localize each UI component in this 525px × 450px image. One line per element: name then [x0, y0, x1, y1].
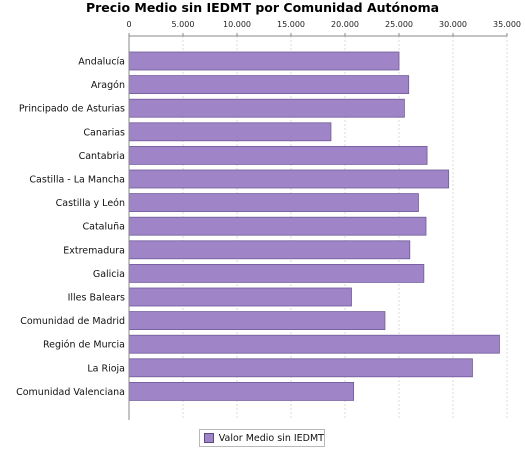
category-label: Galicia — [93, 269, 125, 280]
tick-label: 10.000 — [223, 20, 251, 29]
bar — [128, 51, 400, 71]
legend: Valor Medio sin IEDMT — [199, 429, 325, 447]
tick-label: 30.000 — [439, 20, 467, 29]
category-label: Principado de Asturias — [19, 104, 125, 115]
category-label: Illes Balears — [68, 293, 125, 304]
bar — [128, 122, 332, 142]
category-label: Extremadura — [63, 245, 125, 256]
legend-label: Valor Medio sin IEDMT — [218, 432, 324, 444]
category-label: Cantabria — [79, 151, 125, 162]
category-label: Castilla y León — [56, 198, 125, 209]
bar — [128, 311, 386, 331]
category-labels: Andalucía Aragón Principado de Asturias Can… — [16, 57, 125, 398]
chart-title: Precio Medio sin IEDMT por Comunidad Aut… — [85, 0, 440, 15]
category-label: Comunidad de Madrid — [20, 316, 125, 327]
tick-label: 25.000 — [385, 20, 413, 29]
bars — [128, 51, 500, 401]
bar — [128, 334, 500, 354]
tick-label: 0 — [126, 20, 131, 29]
bar — [128, 381, 355, 401]
bar — [128, 240, 411, 260]
category-label: La Rioja — [87, 363, 125, 374]
category-label: Andalucía — [78, 57, 125, 68]
tick-label: 20.000 — [331, 20, 359, 29]
bar — [128, 193, 419, 213]
category-label: Cataluña — [82, 222, 125, 233]
category-label: Comunidad Valenciana — [16, 387, 125, 398]
tick-label: 15.000 — [277, 20, 305, 29]
category-label: Castilla - La Mancha — [29, 175, 125, 186]
tick-label: 35.000 — [493, 20, 521, 29]
bar — [128, 75, 410, 94]
bar — [128, 263, 425, 283]
x-axis-ticks: 0 5.000 10.000 15.000 20.000 25.000 30.000 35.0… — [126, 20, 521, 36]
bar — [128, 98, 405, 118]
bar — [128, 145, 428, 165]
legend-swatch — [204, 433, 214, 443]
category-label: Canarias — [83, 127, 125, 138]
category-label: Región de Murcia — [43, 340, 125, 351]
bar — [128, 169, 450, 189]
tick-label: 5.000 — [172, 20, 195, 29]
bar — [128, 358, 473, 378]
bar — [128, 287, 352, 307]
bar — [128, 216, 427, 236]
category-label: Aragón — [91, 80, 125, 91]
